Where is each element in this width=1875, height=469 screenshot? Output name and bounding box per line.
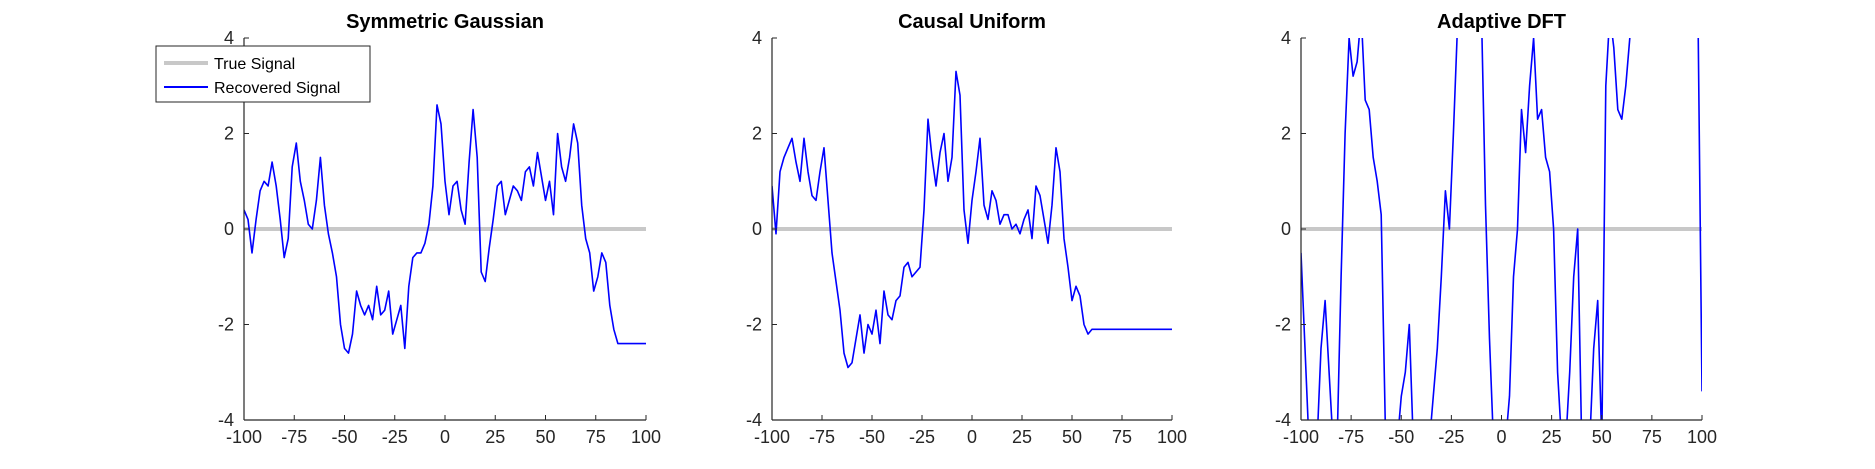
x-tick-label: 75 [1642,427,1662,447]
recovered-signal-line [772,70,1172,369]
x-tick-label: -75 [1338,427,1364,447]
legend-box [155,45,371,103]
y-tick-label: -2 [218,315,234,335]
x-tick-label: 50 [1062,427,1082,447]
panel-symmetric-gaussian: -4 -2 0 2 4 -100 -75 -50 -25 0 25 50 75 100 Symmetric … [218,11,661,447]
y-tick-label: -4 [218,410,234,430]
recovered-signal-line [1301,38,1702,420]
x-tick-label: -50 [859,427,885,447]
x-tick-label: -100 [1283,427,1319,447]
y-tick-label: 0 [752,219,762,239]
chart-title: Adaptive DFT [1437,11,1566,33]
x-tick-label: 0 [967,427,977,447]
x-tick-label: -50 [331,427,357,447]
x-tick-label: -75 [281,427,307,447]
y-tick-label: -4 [1275,410,1291,430]
x-tick-label: 25 [1012,427,1032,447]
y-tick-label: 0 [224,219,234,239]
y-tick-label: 2 [1281,124,1291,144]
panel-adaptive-dft: -4 -2 0 2 4 -100 -75 -50 -25 0 25 50 75 100 Adaptive D… [1275,11,1717,447]
legend-label: True Signal [214,56,295,73]
x-tick-label: -75 [809,427,835,447]
x-tick-label: 25 [485,427,505,447]
panel-causal-uniform: -4 -2 0 2 4 -100 -75 -50 -25 0 25 50 75 100 Causal Uni… [746,11,1187,447]
y-tick-label: 4 [1281,28,1291,48]
x-tick-label: -25 [1438,427,1464,447]
x-tick-label: 0 [440,427,450,447]
x-tick-label: 25 [1542,427,1562,447]
recovered-signal-line [244,104,646,354]
chart-title: Symmetric Gaussian [346,11,544,33]
x-tick-label: -100 [226,427,262,447]
x-tick-label: -25 [909,427,935,447]
x-tick-label: 0 [1496,427,1506,447]
x-tick-label: 100 [631,427,661,447]
chart-title: Causal Uniform [898,11,1046,33]
x-tick-label: -25 [382,427,408,447]
y-tick-label: 4 [224,28,234,48]
legend-label: Recovered Signal [214,80,340,97]
y-tick-label: 2 [224,124,234,144]
y-tick-label: -4 [746,410,762,430]
y-tick-label: -2 [1275,315,1291,335]
x-tick-label: 50 [1592,427,1612,447]
x-tick-label: -50 [1388,427,1414,447]
y-tick-label: 4 [752,28,762,48]
x-tick-label: 75 [586,427,606,447]
x-tick-label: 50 [535,427,555,447]
x-tick-label: 100 [1687,427,1717,447]
x-tick-label: -100 [754,427,790,447]
y-tick-label: -2 [746,315,762,335]
x-tick-label: 75 [1112,427,1132,447]
legend: True Signal Recovered Signal [155,45,371,103]
x-tick-label: 100 [1157,427,1187,447]
y-tick-label: 0 [1281,219,1291,239]
y-tick-label: 2 [752,124,762,144]
